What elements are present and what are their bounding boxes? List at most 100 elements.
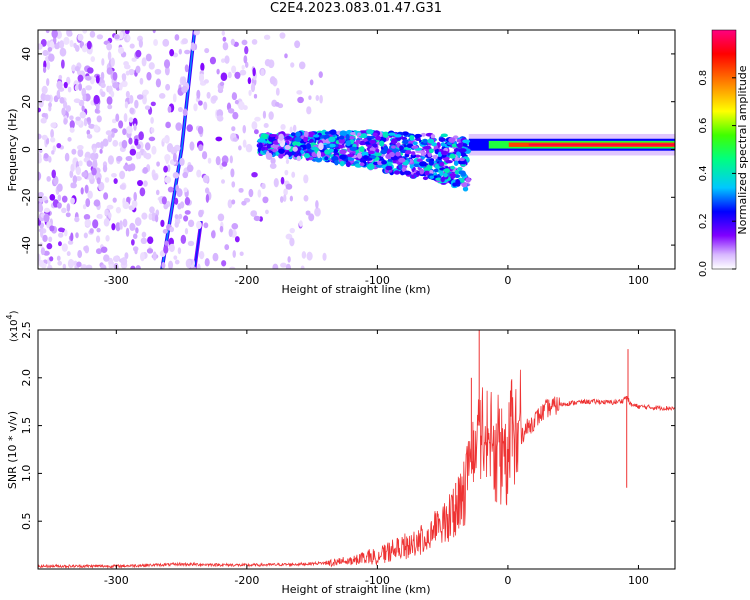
heatmap-cell — [220, 72, 228, 82]
heatmap-cell — [445, 160, 453, 164]
heatmap-cell — [66, 251, 71, 257]
svg-text:(x104): (x104) — [5, 310, 20, 342]
heatmap-cell — [43, 153, 49, 159]
heatmap-cell — [296, 90, 303, 95]
heatmap-cell — [74, 65, 80, 72]
x-tick-label: 100 — [628, 574, 649, 587]
heatmap-cell — [174, 197, 179, 205]
heatmap-cell — [119, 184, 126, 190]
y-tick-label: 40 — [20, 47, 33, 61]
heatmap-cell — [414, 134, 419, 139]
heatmap-cell — [183, 215, 189, 222]
heatmap-cell — [86, 67, 94, 74]
heatmap-cell — [106, 67, 113, 75]
heatmap-cell — [53, 95, 59, 103]
spectrogram-y-axis-title: Frequency (Hz) — [6, 109, 19, 192]
heatmap-cell — [172, 93, 177, 103]
heatmap-cell — [43, 207, 50, 213]
heatmap-cell — [230, 38, 235, 46]
heatmap-cell — [239, 251, 244, 257]
heatmap-cell — [265, 209, 269, 215]
heatmap-cell — [266, 143, 271, 149]
heatmap-cell — [305, 143, 311, 150]
heatmap-cell — [135, 49, 142, 58]
y-tick-label: 0.5 — [20, 512, 33, 530]
heatmap-cell — [232, 250, 236, 258]
heatmap-cell — [142, 89, 149, 96]
heatmap-cell — [289, 237, 295, 247]
heatmap-cell — [50, 122, 57, 128]
colorbar-ticks: 0.0 0.2 0.4 0.6 0.8 — [698, 70, 736, 277]
heatmap-cell — [58, 232, 64, 238]
heatmap-cell — [77, 74, 84, 82]
heatmap-cell — [94, 152, 99, 160]
colorbar-tick-label: 0.0 — [698, 261, 709, 277]
heatmap-cell — [140, 237, 148, 245]
heatmap-cell — [74, 44, 80, 52]
heatmap-cell — [110, 57, 115, 67]
heatmap-cell — [443, 172, 448, 178]
snr-line — [38, 369, 675, 569]
heatmap-cell — [187, 219, 195, 228]
heatmap-cell — [401, 131, 409, 136]
heatmap-cell — [106, 96, 113, 105]
heatmap-cell — [82, 204, 87, 210]
heatmap-cell — [129, 94, 134, 104]
heatmap-cell — [59, 47, 67, 57]
heatmap-cell — [453, 160, 459, 166]
heatmap-cell — [190, 42, 196, 52]
heatmap-cell — [66, 30, 72, 37]
heatmap-cell — [67, 137, 72, 142]
heatmap-cell — [338, 137, 346, 144]
heatmap-cell — [339, 130, 348, 137]
heatmap-cell — [129, 43, 135, 49]
heatmap-cell — [174, 259, 180, 265]
heatmap-cell — [179, 157, 185, 166]
heatmap-cell — [94, 108, 99, 114]
heatmap-cell — [42, 49, 49, 57]
heatmap-cell — [146, 248, 154, 254]
heatmap-cell — [70, 182, 77, 189]
heatmap-cell — [93, 94, 100, 105]
heatmap-cell — [234, 71, 241, 79]
heatmap-cell — [141, 212, 148, 220]
heatmap-cell — [138, 39, 143, 48]
heatmap-cell — [430, 134, 436, 139]
heatmap-cell — [115, 113, 120, 122]
heatmap-cell — [251, 39, 258, 45]
heatmap-cell — [136, 94, 144, 100]
heatmap-cell — [38, 202, 43, 213]
heatmap-cell — [135, 65, 141, 74]
heatmap-cell — [155, 189, 160, 196]
heatmap-cell — [120, 257, 128, 266]
heatmap-cell — [457, 166, 463, 171]
heatmap-cell — [124, 252, 129, 260]
heatmap-cell — [181, 85, 188, 94]
heatmap-cell — [58, 241, 62, 247]
heatmap-cell — [87, 190, 93, 199]
heatmap-cell — [227, 199, 233, 209]
heatmap-cell — [165, 121, 171, 129]
heatmap-cell — [308, 213, 315, 222]
snr-y-ticks: 0.5 1.0 1.5 2.0 2.5 — [20, 321, 675, 530]
heatmap-cell — [287, 256, 291, 263]
heatmap-cell — [251, 121, 258, 130]
heatmap-cell — [148, 213, 153, 221]
heatmap-cell — [280, 262, 287, 268]
heatmap-cell — [369, 139, 376, 144]
heatmap-cell — [359, 146, 365, 153]
heatmap-cell — [103, 218, 110, 227]
heatmap-cell — [47, 264, 53, 269]
heatmap-cell — [350, 131, 357, 136]
heatmap-cell — [65, 212, 71, 218]
heatmap-cell — [456, 142, 463, 149]
heatmap-cell — [273, 178, 279, 188]
heatmap-cell — [328, 136, 336, 143]
heatmap-cell — [266, 152, 273, 160]
heatmap-cell — [433, 168, 439, 173]
heatmap-cell — [360, 130, 368, 135]
heatmap-cell — [110, 90, 115, 98]
heatmap-cell — [128, 137, 133, 145]
heatmap-cell — [410, 174, 416, 179]
